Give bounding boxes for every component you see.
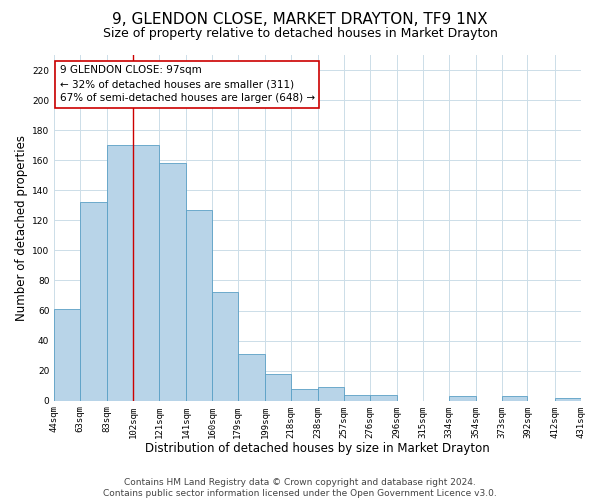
- Y-axis label: Number of detached properties: Number of detached properties: [15, 135, 28, 321]
- X-axis label: Distribution of detached houses by size in Market Drayton: Distribution of detached houses by size …: [145, 442, 490, 455]
- Bar: [80, 202, 107, 400]
- Text: 9, GLENDON CLOSE, MARKET DRAYTON, TF9 1NX: 9, GLENDON CLOSE, MARKET DRAYTON, TF9 1N…: [112, 12, 488, 28]
- Bar: [133, 145, 159, 401]
- Bar: [554, 398, 581, 400]
- Text: Size of property relative to detached houses in Market Drayton: Size of property relative to detached ho…: [103, 28, 497, 40]
- Bar: [502, 396, 527, 400]
- Bar: [186, 210, 212, 400]
- Bar: [159, 163, 186, 400]
- Text: Contains HM Land Registry data © Crown copyright and database right 2024.
Contai: Contains HM Land Registry data © Crown c…: [103, 478, 497, 498]
- Bar: [107, 145, 133, 401]
- Bar: [370, 394, 397, 400]
- Bar: [449, 396, 476, 400]
- Bar: [265, 374, 291, 400]
- Bar: [318, 387, 344, 400]
- Bar: [212, 292, 238, 401]
- Bar: [54, 309, 80, 400]
- Bar: [238, 354, 265, 401]
- Bar: [344, 394, 370, 400]
- Bar: [291, 388, 318, 400]
- Text: 9 GLENDON CLOSE: 97sqm
← 32% of detached houses are smaller (311)
67% of semi-de: 9 GLENDON CLOSE: 97sqm ← 32% of detached…: [59, 66, 314, 104]
